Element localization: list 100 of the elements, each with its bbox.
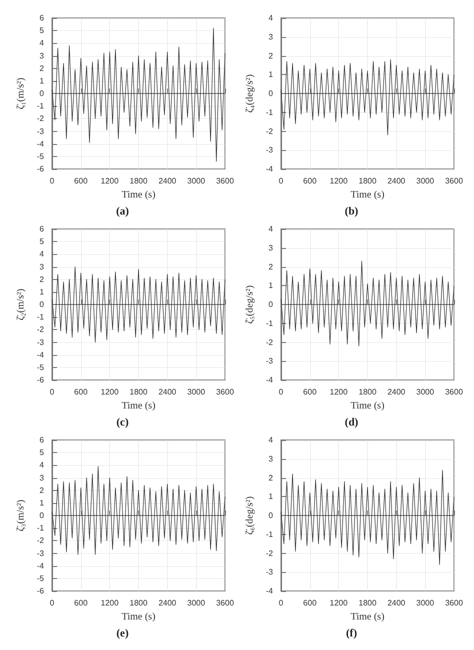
y-axis-title: ζ̈₁(m/s²) [16,78,26,110]
x-tick-label: 1200 [330,176,348,186]
y-tick-label: 1 [268,70,274,80]
line-series [280,260,454,346]
y-axis-title: ζ̈₆(deg/s²) [244,496,256,535]
y-tick-label: 4 [40,250,45,259]
y-tick-label: 0 [40,300,45,309]
x-tick-label: 1200 [330,598,348,608]
x-tick-label: 2400 [158,388,177,396]
y-axis-title: ζ̈₂(m/s²) [16,288,26,320]
text: (a) [116,206,130,218]
x-axis-title: Time (s) [350,611,384,622]
y-tick-label: -2 [266,126,274,136]
y-tick-label: -5 [36,574,45,583]
y-tick-label: 3 [40,262,45,272]
x-tick-label: 3600 [445,598,464,608]
x-axis-title: Time (s) [122,189,156,200]
y-tick-label: -3 [36,126,45,136]
y-tick-label: -3 [266,356,274,366]
y-tick-label: -4 [36,139,45,148]
y-tick-label: 1 [40,287,45,296]
x-tick-label: 2400 [387,388,406,396]
x-tick-label: 3000 [187,388,206,396]
y-tick-label: -4 [36,350,45,360]
y-tick-label: 3 [268,32,274,42]
text: (f) [346,628,358,640]
y-tick-label: 4 [40,38,45,48]
y-tick-label: -4 [36,561,45,570]
y-tick-label: -2 [36,325,45,334]
x-tick-label: 600 [74,388,88,396]
y-tick-label: -3 [36,548,45,558]
y-tick-label: -3 [266,146,274,155]
x-tick-label: 2400 [158,598,177,608]
y-tick-label: 4 [40,460,45,470]
x-tick-label: 3600 [216,388,234,396]
x-tick-label: 3000 [416,598,435,608]
text: (d) [344,416,359,428]
x-tick-label: 0 [278,388,284,396]
y-tick-label: -4 [266,376,274,384]
y-tick-label: 3 [268,454,274,464]
x-tick-label: 600 [303,598,318,608]
x-tick-label: 0 [50,598,55,608]
y-tick-label: -1 [36,102,45,111]
y-tick-label: 0 [268,511,274,520]
y-tick-label: 0 [268,89,274,98]
text: (e) [116,628,129,640]
y-tick-label: -4 [266,164,274,174]
x-axis-title: Time (s) [122,400,156,412]
x-tick-label: 3600 [216,598,234,608]
x-tick-label: 2400 [158,176,177,186]
x-tick-label: 0 [50,388,55,396]
y-tick-label: 5 [40,448,45,458]
y-tick-label: -5 [36,152,45,161]
x-axis-title: Time (s) [122,611,156,622]
x-tick-label: 600 [303,176,318,186]
x-tick-label: 1800 [130,388,148,396]
y-tick-label: -2 [36,536,45,546]
y-tick-label: 0 [40,511,45,520]
x-axis-title: Time (s) [350,400,384,412]
x-tick-label: 3000 [187,598,206,608]
y-tick-label: -1 [266,108,274,117]
y-tick-label: -6 [36,164,45,174]
x-tick-label: 1200 [330,388,348,396]
y-tick-label: -4 [266,586,274,596]
line-series [280,59,454,136]
x-tick-label: 600 [74,176,88,186]
y-tick-label: -6 [36,586,45,596]
y-tick-label: 4 [268,436,274,444]
y-tick-label: -1 [266,318,274,328]
y-tick-label: -6 [36,376,45,384]
line-series [52,466,226,555]
x-tick-label: 0 [278,176,284,186]
x-tick-label: 1200 [100,388,120,396]
y-tick-label: 6 [40,14,45,22]
y-axis-title: ζ̈₃(m/s²) [16,500,26,532]
x-tick-label: 3000 [416,388,435,396]
y-tick-label: 5 [40,237,45,246]
y-tick-label: -1 [36,524,45,533]
x-tick-label: 3600 [445,176,464,186]
y-tick-label: -3 [36,338,45,347]
x-tick-label: 3600 [216,176,234,186]
y-tick-label: 2 [40,64,45,73]
y-tick-label: -5 [36,362,45,372]
line-series [52,266,226,343]
y-tick-label: 0 [268,300,274,309]
x-tick-label: 1800 [130,598,148,608]
x-tick-label: 1800 [358,176,377,186]
x-tick-label: 1800 [358,598,377,608]
x-tick-label: 2400 [387,598,406,608]
y-tick-label: 2 [268,51,274,60]
y-tick-label: 4 [268,224,274,234]
x-tick-label: 600 [74,598,88,608]
y-tick-label: 2 [40,274,45,284]
y-tick-label: 1 [40,498,45,508]
x-axis-title: Time (s) [350,189,384,200]
y-tick-label: 1 [40,76,45,86]
line-series [52,28,226,162]
y-tick-label: 3 [268,243,274,252]
y-tick-label: -3 [266,568,274,577]
y-tick-label: 0 [40,89,45,98]
